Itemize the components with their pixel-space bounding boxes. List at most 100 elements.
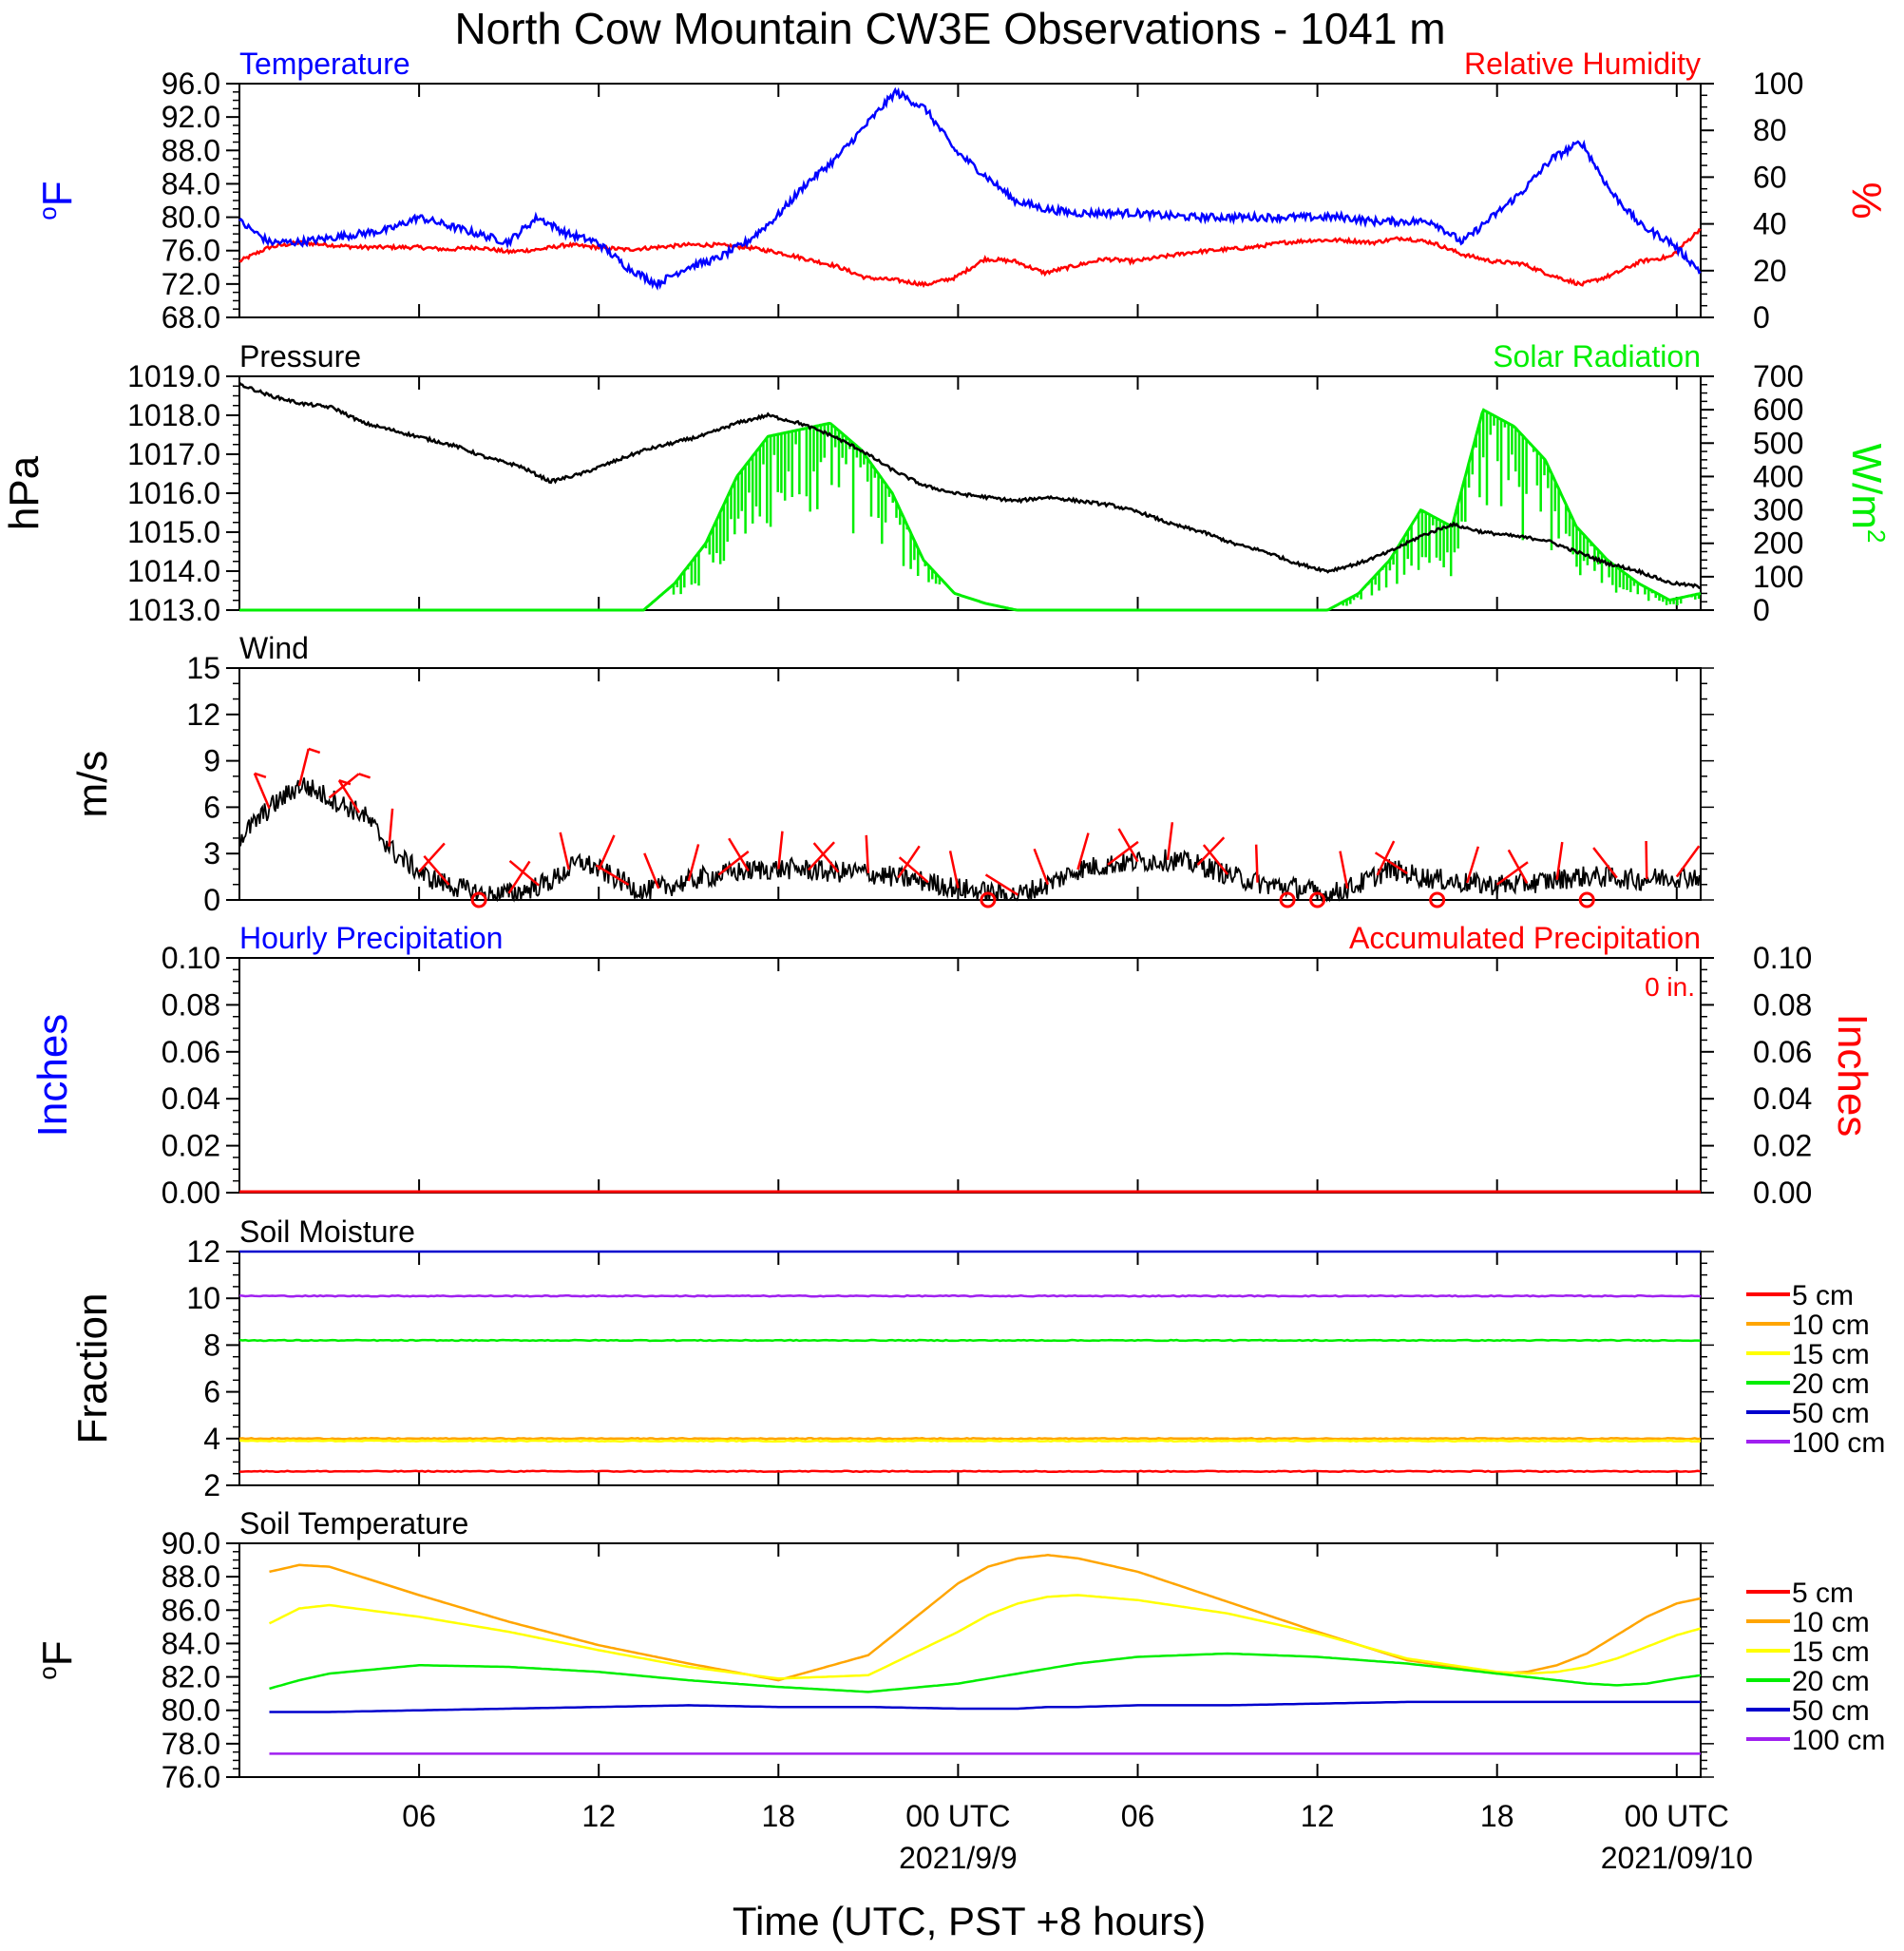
wind-barb	[897, 845, 921, 879]
soil-moisture-legend-label: 50 cm	[1792, 1398, 1870, 1429]
wind-barb	[687, 844, 700, 882]
wind-barb	[253, 773, 271, 810]
y-tick-label: 0.00	[162, 1176, 220, 1210]
y-tick-label: 0	[203, 883, 220, 917]
soil-temperature-legend-label: 20 cm	[1792, 1666, 1870, 1697]
relative-humidity-unit: %	[1843, 182, 1890, 219]
y-tick-label: 80.0	[162, 201, 220, 235]
y2-tick-label: 500	[1753, 426, 1803, 460]
y-tick-label: 78.0	[162, 1727, 220, 1761]
wind-barb	[559, 832, 570, 870]
y2-tick-label: 100	[1753, 67, 1803, 101]
y-tick-label: 1013.0	[127, 593, 220, 627]
time-tick-label: 06	[1121, 1799, 1155, 1833]
wind-unit: m/s	[69, 751, 116, 818]
pressure-solar-panel: Pressure Solar Radiation 1019.0 1018.0 1017.…	[1, 339, 1891, 627]
y-tick-label: 0.10	[162, 941, 220, 975]
soil-moisture-line	[238, 1293, 1702, 1298]
wind-barb	[948, 851, 960, 889]
figure-title: North Cow Mountain CW3E Observations - 1…	[454, 4, 1445, 53]
y2-tick-label: 20	[1753, 254, 1787, 288]
y2-tick-label: 0.00	[1753, 1176, 1812, 1210]
wind-barb	[1374, 851, 1408, 875]
y-tick-label: 82.0	[162, 1660, 220, 1694]
wind-panel: Wind 15 12 9 6 3 0 m/s	[69, 631, 1714, 917]
panels-group: Temperature Relative Humidity96.092.088.0…	[1, 47, 1891, 1794]
y-tick-label: 4	[203, 1422, 220, 1456]
time-tick-label: 12	[581, 1799, 616, 1833]
wind-barb-flag	[338, 779, 352, 786]
y-tick-label: 84.0	[162, 1626, 220, 1660]
y2-tick-label: 0.06	[1753, 1035, 1812, 1069]
accumulated-total-label: 0 in.	[1645, 972, 1695, 1002]
y-tick-label: 0.02	[162, 1129, 220, 1163]
time-tick-label: 00 UTC	[1625, 1799, 1729, 1833]
wind-barb-flag	[358, 773, 371, 779]
solar-radiation-unit: W/m2	[1843, 444, 1891, 544]
y-tick-label: 76.0	[162, 1760, 220, 1794]
temperature-unit: oF	[33, 181, 81, 220]
temp-rh-panel-frame	[238, 83, 1702, 318]
wind-barb	[1107, 840, 1139, 866]
time-tick-label: 06	[402, 1799, 436, 1833]
accumulated-precipitation-title: Accumulated Precipitation	[1349, 921, 1701, 955]
y-tick-label: 90.0	[162, 1526, 220, 1560]
precipitation-panel-frame	[238, 957, 1702, 1194]
wind-barb	[1033, 848, 1050, 886]
time-tick-label: 18	[1480, 1799, 1514, 1833]
wind-barb-flag	[308, 747, 321, 755]
wind-barb	[337, 779, 361, 813]
wind-barb	[598, 834, 616, 870]
soil-temperature-legend-label: 100 cm	[1792, 1725, 1885, 1756]
pressure-line	[238, 381, 1702, 589]
soil-moisture-unit: Fraction	[69, 1293, 116, 1444]
solar-radiation-line	[239, 408, 1702, 612]
y-tick-label: 76.0	[162, 234, 220, 268]
time-tick-label: 18	[761, 1799, 795, 1833]
relative-humidity-line	[238, 227, 1702, 288]
y2-tick-label: 0.08	[1753, 987, 1812, 1022]
y2-tick-label: 40	[1753, 207, 1787, 241]
soil-moisture-legend-label: 15 cm	[1792, 1339, 1870, 1370]
wind-barb	[807, 841, 836, 871]
wind-barb	[1507, 849, 1529, 884]
wind-barb	[1076, 832, 1090, 870]
y2-tick-label: 0	[1753, 593, 1770, 627]
solar-radiation-title: Solar Radiation	[1493, 339, 1701, 373]
time-axis-label: Time (UTC, PST +8 hours)	[733, 1899, 1206, 1943]
soil-temperature-legend-label: 10 cm	[1792, 1607, 1870, 1638]
wind-barb	[717, 850, 750, 876]
wind-calm-marker	[1309, 891, 1326, 909]
soil-moisture-line	[238, 1437, 1702, 1441]
y-tick-label: 3	[203, 836, 220, 870]
time-axis: 06 12 18 00 UTC 06 12 18 00 UTC 2021/9/9 2021/09/…	[402, 1799, 1753, 1943]
y2-tick-label: 0	[1753, 300, 1770, 335]
y2-tick-label: 0.02	[1753, 1129, 1812, 1163]
soil-moisture-line	[238, 1338, 1702, 1343]
y2-tick-label: 300	[1753, 493, 1803, 527]
y-tick-label: 6	[203, 790, 220, 824]
soil-moisture-legend-label: 5 cm	[1792, 1280, 1854, 1311]
y-tick-label: 1015.0	[127, 515, 220, 549]
wind-barb	[728, 837, 750, 872]
y-tick-label: 2	[203, 1468, 220, 1502]
wind-barb	[1675, 845, 1701, 878]
wind-barb	[507, 860, 531, 894]
wind-barb	[418, 842, 446, 873]
hourly-precipitation-unit: Inches	[29, 1014, 76, 1138]
soil-temperature-unit: oF	[33, 1640, 81, 1679]
pressure-title: Pressure	[239, 339, 361, 373]
wind-barb	[777, 831, 784, 870]
wind-barb	[388, 808, 394, 847]
wind-calm-marker	[1578, 891, 1595, 909]
soil-temperature-line	[269, 1700, 1701, 1713]
y-tick-label: 1016.0	[127, 476, 220, 510]
y-tick-label: 9	[203, 744, 220, 778]
soil-temperature-legend-label: 50 cm	[1792, 1695, 1870, 1727]
wind-barb	[508, 860, 540, 887]
wind-calm-marker	[470, 891, 487, 909]
y2-tick-label: 60	[1753, 160, 1787, 194]
soil-moisture-line	[239, 1469, 1702, 1473]
soil-moisture-legend-label: 100 cm	[1792, 1427, 1885, 1459]
